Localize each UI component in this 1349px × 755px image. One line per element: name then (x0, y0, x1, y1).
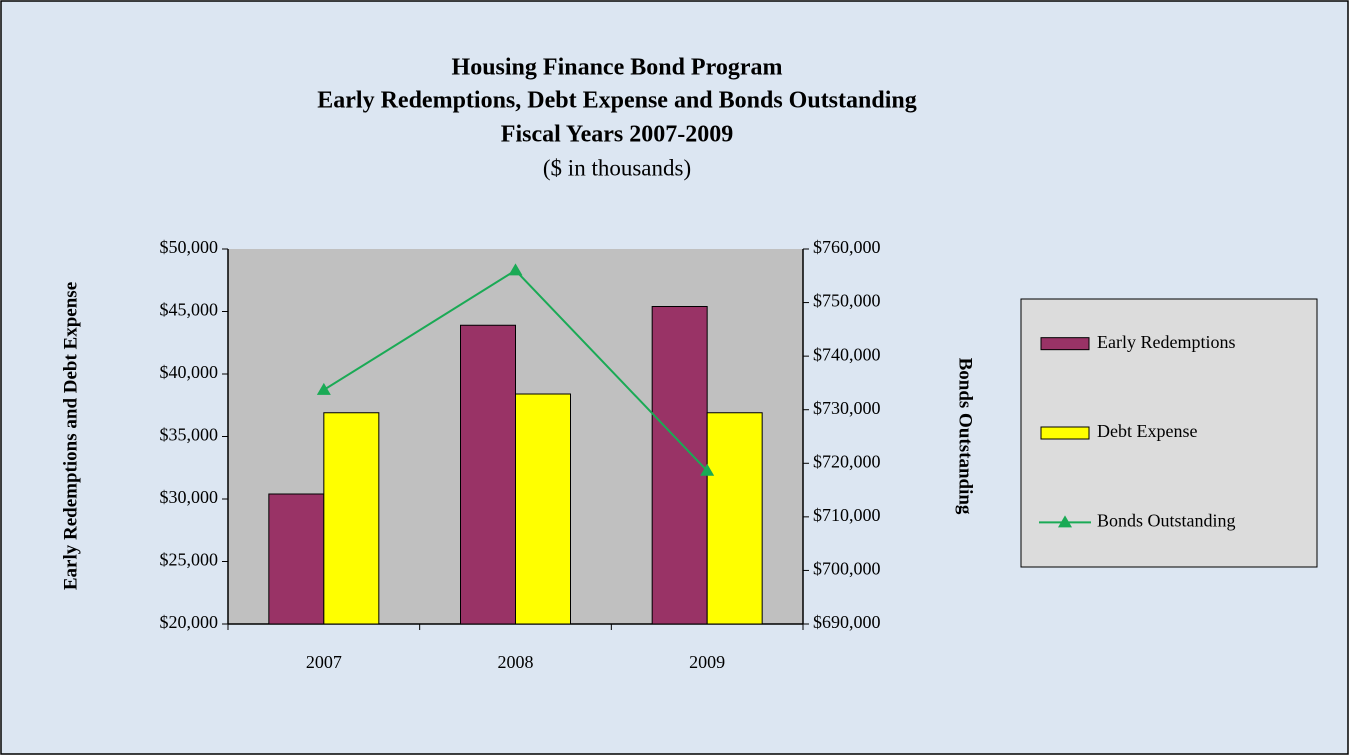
y-axis-label: Early Redemptions and Debt Expense (60, 282, 81, 590)
y-tick-label: $30,000 (160, 487, 219, 507)
bar (268, 493, 325, 625)
y2-tick-label: $740,000 (813, 344, 881, 364)
y-tick-label: $25,000 (160, 550, 219, 570)
chart-title: Housing Finance Bond Program (452, 55, 783, 81)
y2-tick-label: $730,000 (813, 398, 881, 418)
line-marker (700, 463, 715, 476)
line-marker (316, 382, 331, 395)
x-tick-label: 2007 (306, 652, 342, 672)
y-tick-label: $50,000 (160, 237, 219, 257)
legend-swatch (1040, 337, 1090, 351)
line-marker (508, 263, 523, 276)
bar (323, 412, 380, 625)
y2-axis-label: Bonds Outstanding (955, 358, 976, 515)
x-tick-label: 2008 (498, 652, 534, 672)
bar (706, 412, 763, 625)
y2-tick-label: $720,000 (813, 451, 881, 471)
legend-swatch (1058, 515, 1072, 528)
bar (460, 324, 516, 625)
y-tick-label: $45,000 (160, 300, 219, 320)
legend-label: Bonds Outstanding (1097, 510, 1236, 530)
chart-subtitle: ($ in thousands) (543, 155, 691, 180)
legend-label: Debt Expense (1097, 421, 1197, 441)
y2-tick-label: $690,000 (813, 612, 881, 632)
legend-label: Early Redemptions (1097, 332, 1235, 352)
y-tick-label: $40,000 (160, 362, 219, 382)
y2-tick-label: $750,000 (813, 291, 881, 311)
chart-title: Fiscal Years 2007-2009 (501, 122, 733, 148)
y-tick-label: $20,000 (160, 612, 219, 632)
bar (515, 393, 571, 625)
y-tick-label: $35,000 (160, 425, 219, 445)
y2-tick-label: $710,000 (813, 505, 881, 525)
x-tick-label: 2009 (689, 652, 725, 672)
y2-tick-label: $760,000 (813, 237, 881, 257)
chart-title: Early Redemptions, Debt Expense and Bond… (317, 88, 916, 114)
y2-tick-label: $700,000 (813, 559, 881, 579)
bar (651, 306, 708, 625)
legend-swatch (1040, 426, 1090, 440)
